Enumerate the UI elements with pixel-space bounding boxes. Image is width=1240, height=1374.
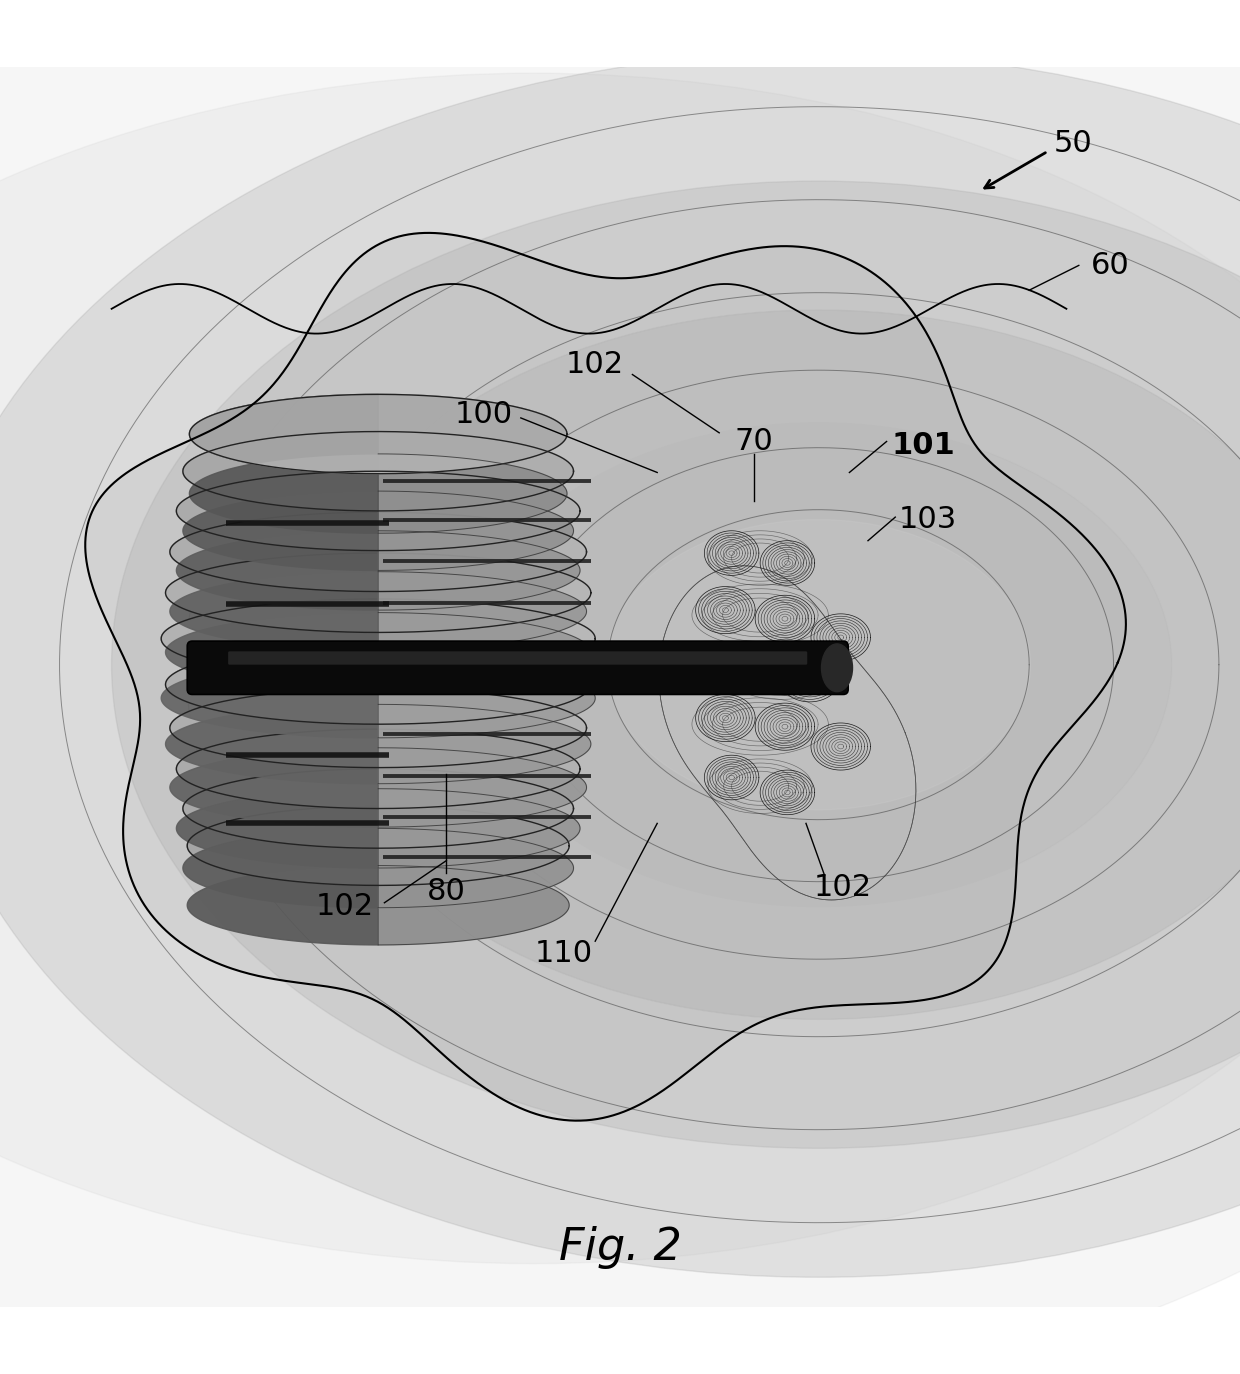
Polygon shape bbox=[378, 394, 567, 533]
Polygon shape bbox=[190, 394, 567, 474]
Polygon shape bbox=[170, 513, 378, 651]
Text: 101: 101 bbox=[892, 430, 956, 460]
Polygon shape bbox=[166, 644, 591, 724]
Polygon shape bbox=[184, 769, 378, 908]
Text: 80: 80 bbox=[427, 877, 466, 905]
Ellipse shape bbox=[300, 311, 1240, 1020]
Polygon shape bbox=[166, 554, 591, 632]
Ellipse shape bbox=[606, 519, 1030, 809]
Polygon shape bbox=[184, 431, 378, 570]
Polygon shape bbox=[161, 599, 378, 738]
Ellipse shape bbox=[821, 644, 853, 691]
Text: 103: 103 bbox=[899, 506, 956, 534]
Polygon shape bbox=[161, 599, 595, 679]
Text: 102: 102 bbox=[316, 892, 373, 921]
Polygon shape bbox=[187, 807, 378, 945]
Polygon shape bbox=[176, 471, 580, 551]
Polygon shape bbox=[184, 431, 573, 511]
Text: 102: 102 bbox=[567, 350, 624, 379]
Text: 110: 110 bbox=[536, 938, 593, 969]
Ellipse shape bbox=[465, 423, 1172, 907]
Polygon shape bbox=[176, 730, 580, 808]
Polygon shape bbox=[378, 688, 587, 827]
Text: Fig. 2: Fig. 2 bbox=[558, 1226, 682, 1270]
Polygon shape bbox=[166, 554, 378, 692]
Polygon shape bbox=[378, 599, 595, 738]
Polygon shape bbox=[378, 644, 590, 783]
Polygon shape bbox=[378, 730, 580, 868]
Polygon shape bbox=[166, 644, 378, 783]
Polygon shape bbox=[176, 471, 378, 610]
Text: 100: 100 bbox=[455, 400, 512, 429]
FancyBboxPatch shape bbox=[187, 642, 848, 694]
Polygon shape bbox=[378, 554, 590, 692]
Polygon shape bbox=[378, 769, 573, 908]
Polygon shape bbox=[378, 513, 587, 651]
FancyBboxPatch shape bbox=[228, 651, 807, 665]
Text: 60: 60 bbox=[1090, 251, 1130, 280]
Polygon shape bbox=[378, 807, 569, 945]
Polygon shape bbox=[86, 234, 1126, 1121]
Polygon shape bbox=[190, 394, 378, 533]
Polygon shape bbox=[378, 471, 580, 610]
Text: 102: 102 bbox=[815, 874, 872, 903]
Ellipse shape bbox=[112, 181, 1240, 1149]
Polygon shape bbox=[184, 769, 573, 848]
Polygon shape bbox=[170, 513, 587, 592]
Polygon shape bbox=[170, 688, 587, 768]
Text: 50: 50 bbox=[1053, 129, 1092, 158]
Text: 70: 70 bbox=[734, 427, 774, 456]
Polygon shape bbox=[378, 431, 573, 570]
Polygon shape bbox=[176, 730, 378, 868]
Polygon shape bbox=[170, 688, 378, 827]
Polygon shape bbox=[187, 807, 569, 885]
Ellipse shape bbox=[0, 73, 1240, 1264]
Ellipse shape bbox=[0, 52, 1240, 1278]
